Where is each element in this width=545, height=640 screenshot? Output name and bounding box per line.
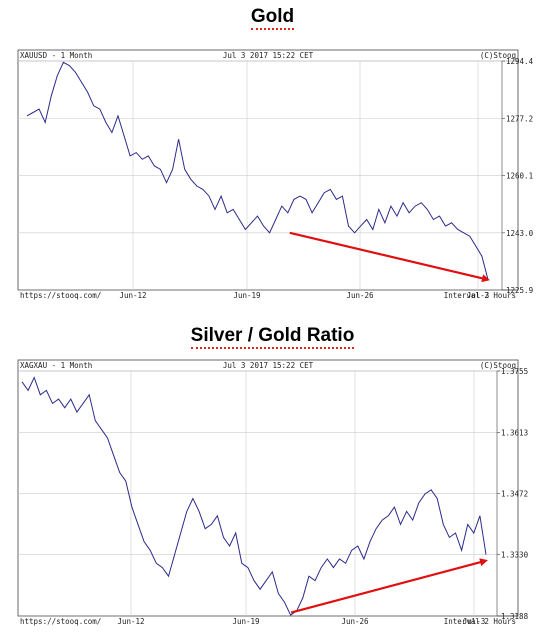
price-series-line: [21, 376, 487, 616]
x-tick-label: Jun-19: [232, 617, 259, 626]
gold-chart: XAUUSD - 1 Month Jul 3 2017 15:22 CET (C)S…: [17, 49, 534, 300]
x-tick-label: Jun-12: [117, 617, 144, 626]
header-center-label: Jul 3 2017 15:22 CET: [223, 361, 314, 370]
header-left-label: XAUUSD - 1 Month: [20, 51, 92, 60]
footer-left-label: https://stooq.com/: [20, 617, 101, 626]
y-tick-label: 1294.4: [506, 57, 534, 66]
x-tick-label: Jun-26: [341, 617, 369, 626]
y-tick-label: 1.3472: [501, 489, 528, 498]
x-tick-label: Jul-3: [463, 617, 486, 626]
silver-gold-ratio-chart-panel: XAGXAU - 1 Month Jul 3 2017 15:22 CET (C)S…: [0, 356, 545, 636]
y-tick-label: 1277.2: [506, 115, 533, 124]
trend-arrow: [289, 231, 490, 283]
header-right-label: (C)Stooq: [480, 361, 516, 370]
y-tick-label: 1260.1: [506, 172, 533, 181]
gold-chart-panel: XAUUSD - 1 Month Jul 3 2017 15:22 CET (C)S…: [0, 44, 545, 314]
silver-gold-ratio-chart: XAGXAU - 1 Month Jul 3 2017 15:22 CET (C)S…: [17, 359, 529, 626]
price-series-line: [26, 61, 489, 280]
x-tick-label: Jun-26: [346, 291, 374, 300]
footer-right-label: Interval 2 Hours: [444, 291, 516, 300]
y-tick-label: 1225.9: [506, 286, 533, 295]
chart-title-gold: Gold: [0, 6, 545, 30]
footer-left-label: https://stooq.com/: [20, 291, 101, 300]
y-tick-label: 1243.0: [506, 229, 534, 238]
chart-frame: [17, 49, 519, 291]
x-tick-label: Jul-3: [467, 291, 490, 300]
x-tick-label: Jun-12: [119, 291, 146, 300]
header-left-label: XAGXAU - 1 Month: [20, 361, 92, 370]
y-tick-label: 1.3188: [501, 612, 529, 621]
footer-right-label: Interval 2 Hours: [444, 617, 516, 626]
header-right-label: (C)Stooq: [480, 51, 516, 60]
trend-arrow: [290, 558, 488, 614]
header-center-label: Jul 3 2017 15:22 CET: [223, 51, 314, 60]
y-tick-label: 1.3613: [501, 428, 528, 437]
y-tick-label: 1.3755: [501, 367, 528, 376]
chart-title-silver-gold-ratio: Silver / Gold Ratio: [0, 325, 545, 349]
y-tick-label: 1.3330: [501, 551, 529, 560]
x-tick-label: Jun-19: [233, 291, 260, 300]
